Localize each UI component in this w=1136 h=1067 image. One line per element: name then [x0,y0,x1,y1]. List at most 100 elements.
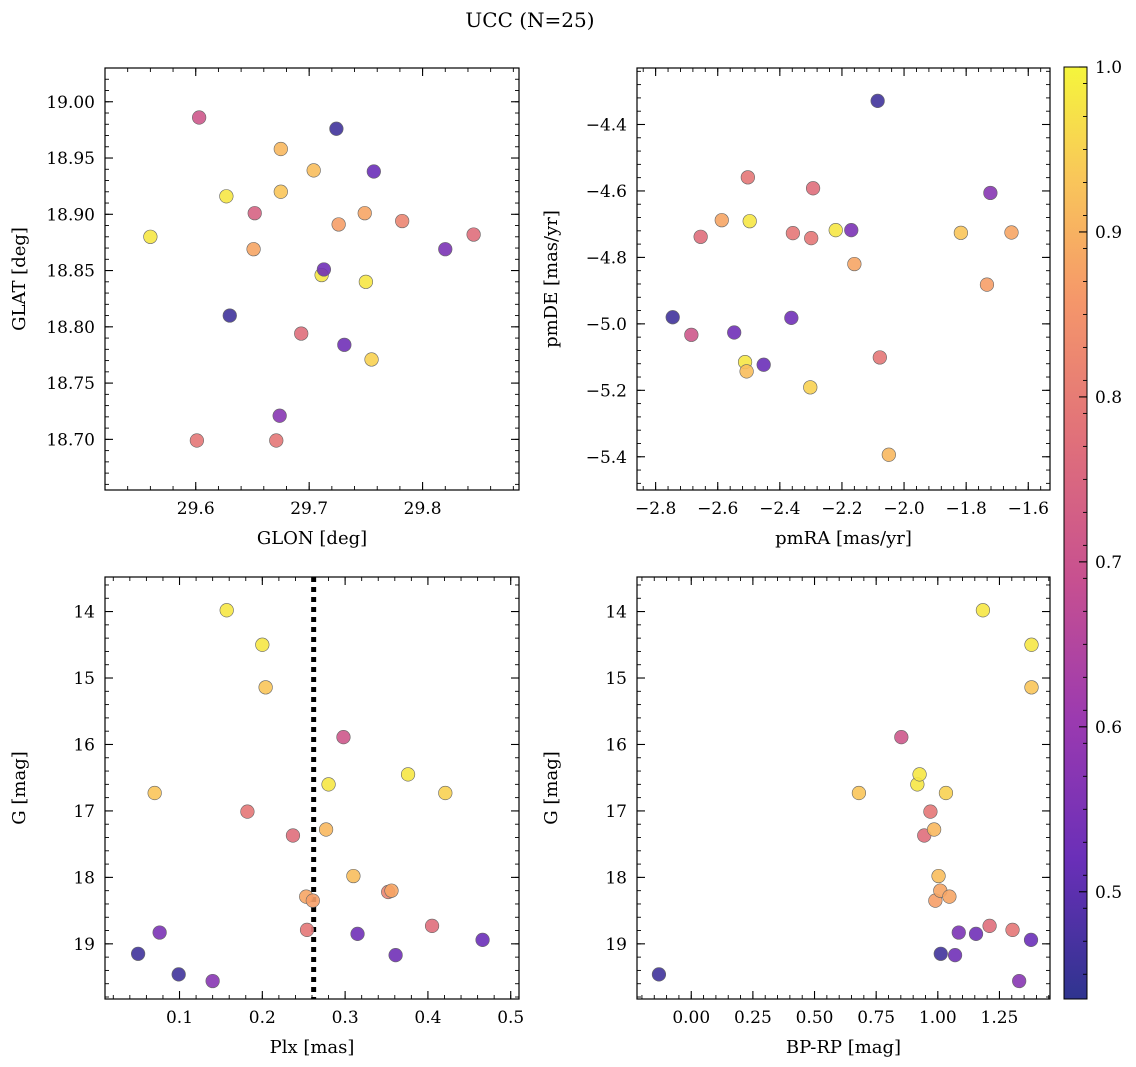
data-point [714,213,729,228]
data-point [933,946,948,961]
data-point [740,170,755,185]
y-tick-label: 15 [605,669,627,689]
data-point [727,325,742,340]
y-tick-label: 18.95 [46,149,95,169]
data-point [219,603,234,618]
data-point [983,185,998,201]
data-point [756,357,771,372]
x-tick-label: −1.6 [1008,499,1049,519]
data-point [350,926,365,941]
y-axis-label: GLAT [deg] [9,227,30,331]
data-point [189,433,204,448]
panel-3: 0.1 0.2 0.3 0.4 0.5 14 15 16 17 18 19 Plx [mas] G [m… [9,576,524,1058]
data-point [938,785,954,801]
data-point [219,189,234,204]
y-tick-label: 18.75 [46,374,95,394]
y-tick-label: 18 [605,868,627,888]
data-point [982,918,997,933]
data-point [942,889,957,904]
data-point [329,121,344,136]
data-point [927,822,942,837]
data-point [321,777,336,792]
data-point [357,206,372,221]
data-point [438,785,453,801]
axes-frame [104,576,520,1000]
y-tick-label: 16 [73,735,95,755]
data-point [240,804,255,819]
data-point [285,828,301,843]
data-point [979,277,995,292]
data-point [147,785,162,801]
data-point [870,93,885,108]
data-point [364,352,379,367]
data-point [805,181,821,196]
panel-4: 0.00 0.25 0.50 0.75 1.00 1.25 14 15 16 17 18 19 BP-R… [541,576,1051,1058]
y-tick-label: 14 [605,603,627,623]
data-point [143,229,158,244]
y-tick-label: 17 [605,802,627,822]
data-point [366,164,381,179]
y-tick-label: −5.4 [586,448,627,468]
data-point [931,868,946,884]
data-point [246,242,261,257]
colorbar-gradient [1063,66,1088,1000]
data-point [1024,680,1039,695]
data-point [803,380,818,395]
data-point [205,973,220,989]
y-tick-label: 18.85 [46,262,95,282]
data-point [894,730,909,745]
data-point [881,447,896,462]
y-tick-label: −4.4 [586,115,627,135]
data-point [306,163,321,178]
data-point [475,932,490,947]
x-tick-label: 0.5 [497,1008,524,1028]
x-tick-label: 0.1 [166,1008,193,1028]
x-tick-label: 1.25 [981,1008,1019,1028]
data-point [346,868,361,884]
data-point [294,326,309,341]
data-point [693,229,708,244]
colorbar-tick-label: 1.0 [1095,58,1122,78]
data-point [388,948,403,963]
data-point [912,767,927,782]
y-tick-label: −4.6 [586,182,627,202]
data-point [192,110,207,125]
y-tick-label: 18.90 [46,205,95,225]
y-tick-label: 18 [73,868,95,888]
data-point [847,256,862,272]
y-axis-label: pmDE [mas/yr] [541,210,562,348]
data-point [247,206,262,221]
x-tick-label: 0.75 [857,1008,895,1028]
x-tick-label: −2.4 [759,499,800,519]
data-point [424,918,440,933]
data-point [1004,225,1019,240]
figure-title: UCC (N=25) [465,8,594,32]
data-point [804,231,819,246]
data-point [784,310,799,325]
data-point [742,214,757,229]
panel-1: 29.6 29.7 29.8 18.70 18.75 18.80 18.85 18.90 18.… [9,67,520,549]
y-tick-label: −5.0 [586,315,627,335]
data-point [305,893,320,908]
data-point [1012,973,1027,989]
data-point [272,408,287,423]
x-tick-label: −1.8 [946,499,987,519]
y-tick-label: 18.80 [46,318,95,338]
x-tick-label: 0.00 [672,1008,710,1028]
x-tick-label: −2.0 [883,499,924,519]
axes-frame [636,67,1051,491]
data-point [844,223,859,238]
y-tick-label: 19 [605,935,627,955]
x-axis-label: Plx [mas] [270,1037,355,1058]
data-point [318,822,334,837]
data-point [331,217,346,232]
data-point [269,433,284,448]
data-point [851,785,867,801]
data-point [1005,922,1020,937]
x-tick-label: −2.6 [697,499,738,519]
x-tick-label: 29.6 [177,499,215,519]
x-axis-label: GLON [deg] [257,528,367,549]
data-point [1024,637,1039,652]
data-point [785,226,800,241]
